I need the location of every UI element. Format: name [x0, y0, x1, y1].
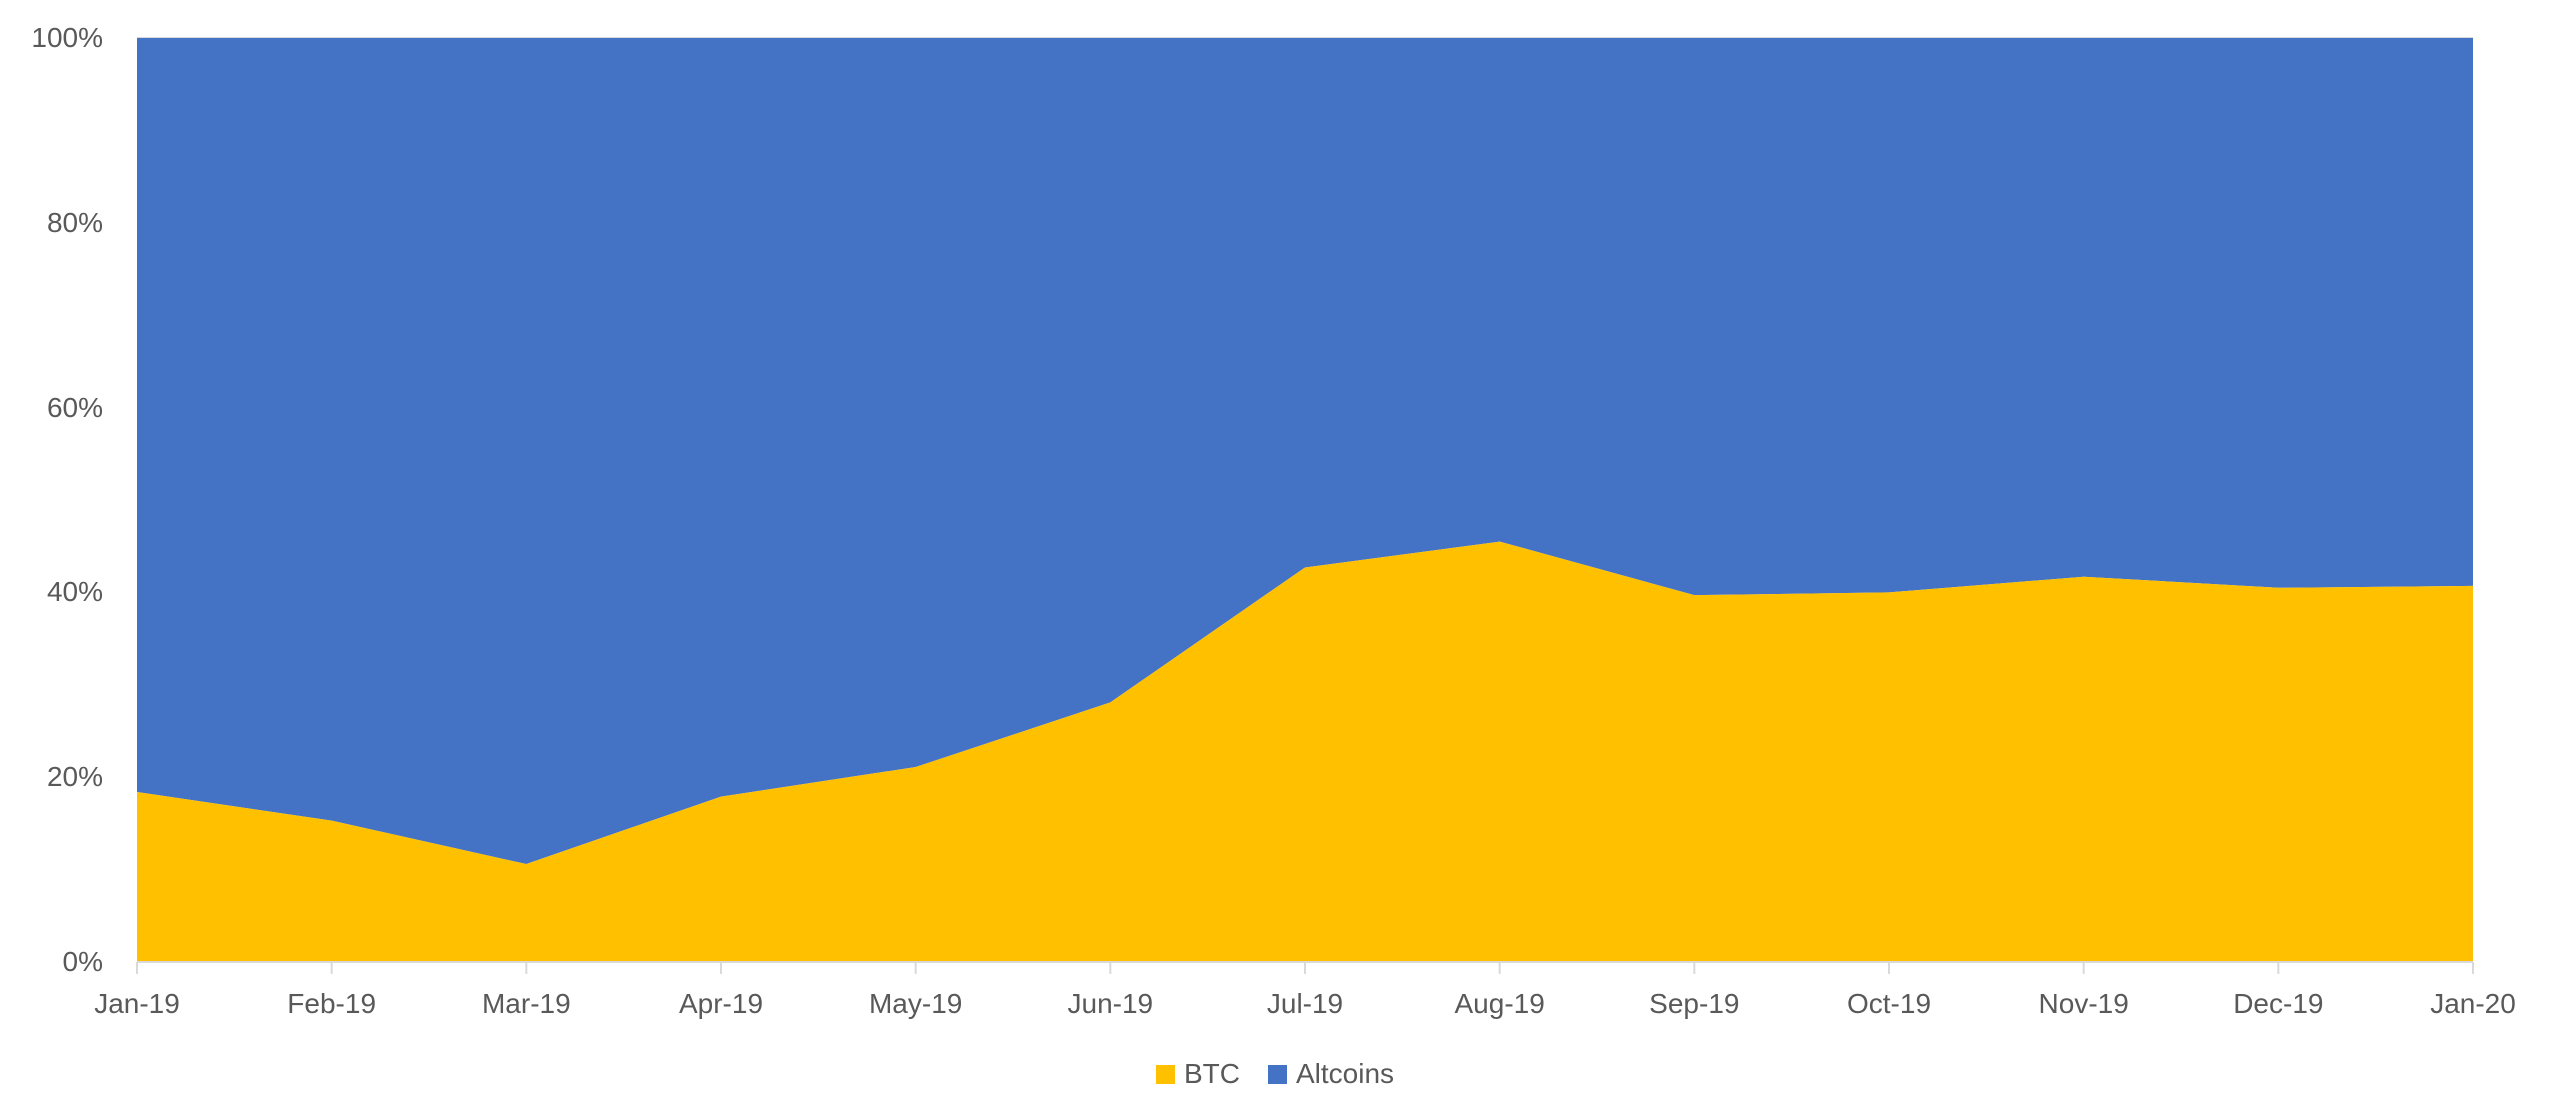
x-tick-label: Sep-19: [1649, 988, 1740, 1019]
legend-label-btc: BTC: [1183, 1058, 1240, 1089]
x-tick-label: Jul-19: [1266, 988, 1344, 1019]
x-tick-label: Dec-19: [2233, 988, 2324, 1019]
btc-swatch-icon: [1155, 1064, 1175, 1084]
x-tick-label: Jun-19: [1067, 988, 1154, 1019]
x-tick-label: May-19: [868, 988, 963, 1019]
legend-label-altcoins: Altcoins: [1295, 1058, 1395, 1089]
y-tick-label: 40%: [46, 576, 103, 608]
legend: BTC Altcoins: [0, 1058, 2550, 1090]
legend-item-btc[interactable]: BTC: [1155, 1058, 1240, 1090]
y-tick-label: 100%: [31, 22, 103, 53]
x-tick-label: Feb-19: [287, 988, 377, 1019]
x-tick-label: Aug-19: [1454, 988, 1545, 1019]
x-tick-label: Apr-19: [678, 988, 764, 1019]
altcoins-swatch-icon: [1267, 1064, 1287, 1084]
x-tick-label: Jan-20: [2430, 988, 2516, 1019]
x-tick-label: Nov-19: [2038, 988, 2129, 1019]
x-tick-label: Mar-19: [481, 988, 571, 1019]
altcoins-area: [137, 38, 2473, 865]
y-tick-label: 80%: [46, 206, 103, 238]
x-tick-label: Jan-19: [94, 988, 180, 1019]
y-tick-label: 0%: [62, 946, 103, 977]
y-tick-label: 20%: [46, 761, 103, 793]
btc-area: [137, 541, 2473, 962]
x-axis-tick-marks: [136, 962, 2474, 974]
y-tick-label: 60%: [46, 391, 103, 423]
legend-item-altcoins[interactable]: Altcoins: [1267, 1058, 1395, 1090]
x-tick-label: Oct-19: [1846, 988, 1932, 1019]
